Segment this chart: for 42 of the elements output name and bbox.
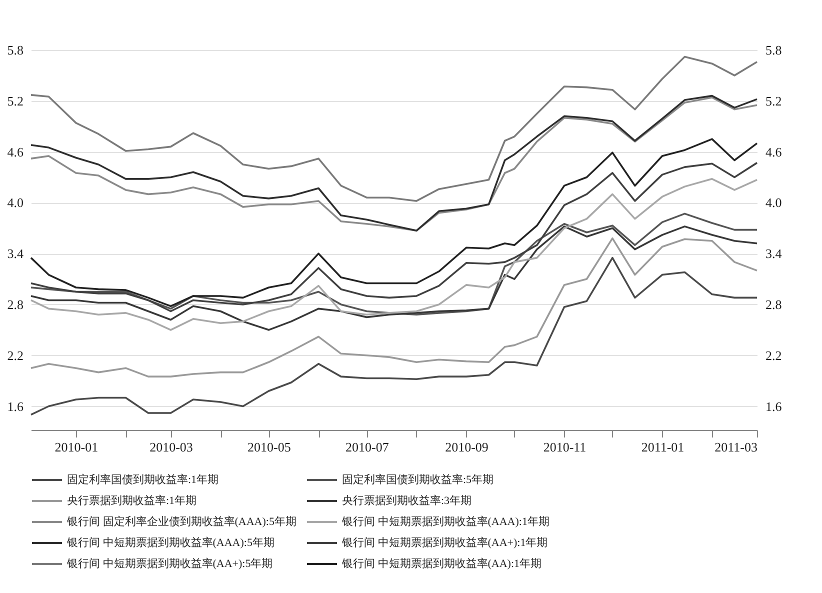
y-tick-label: 2.8 (7, 296, 24, 312)
legend-label: 银行间 中短期票据到期收益率(AAA):5年期 (66, 536, 274, 549)
legend-label: 固定利率国债到期收益率:5年期 (342, 473, 494, 486)
y-tick-label: 3.4 (7, 246, 24, 262)
line-series (30, 226, 758, 331)
y2-tick-label: 4.6 (766, 144, 782, 160)
y2-tick-label: 5.2 (766, 93, 782, 108)
legend-label: 央行票据到期收益率:3年期 (342, 494, 472, 507)
line-series (30, 162, 758, 312)
legend-label: 银行间 中短期票据到期收益率(AA):1年期 (341, 557, 542, 570)
legend-label: 银行间 固定利率企业债到期收益率(AAA):5年期 (66, 515, 296, 528)
legend-label: 银行间 中短期票据到期收益率(AA+):5年期 (66, 557, 273, 570)
legend-label: 银行间 中短期票据到期收益率(AA+):1年期 (341, 536, 548, 549)
y-tick-label: 2.2 (7, 348, 24, 363)
y-tick-label: 4.0 (7, 195, 24, 210)
y2-tick-label: 2.2 (766, 348, 782, 363)
legend-label: 银行间 中短期票据到期收益率(AAA):1年期 (341, 515, 550, 528)
x-tick-label: 2011-03 (714, 440, 758, 454)
line-series (30, 212, 758, 316)
x-tick-label: 2010-11 (543, 440, 586, 454)
line-series (30, 256, 758, 416)
y2-tick-label: 3.4 (766, 246, 782, 262)
y2-tick-label: 2.8 (766, 296, 782, 312)
x-tick-label: 2011-01 (641, 440, 684, 454)
y2-tick-label: 1.6 (766, 398, 782, 414)
legend-label: 固定利率国债到期收益率:1年期 (67, 473, 219, 486)
x-tick-label: 2010-07 (346, 440, 390, 454)
line-series (30, 56, 758, 202)
y2-tick-label: 5.8 (766, 42, 782, 58)
line-series (30, 237, 758, 378)
x-tick-label: 2010-09 (445, 440, 488, 454)
y2-tick-label: 4.0 (766, 195, 782, 210)
y-tick-label: 1.6 (7, 398, 24, 414)
y-tick-label: 4.6 (7, 144, 24, 160)
x-tick-label: 2010-03 (150, 440, 193, 454)
x-tick-label: 2010-01 (54, 440, 98, 454)
line-series (30, 138, 758, 308)
y-tick-label: 5.8 (7, 42, 24, 58)
y-tick-label: 5.2 (7, 93, 24, 108)
x-tick-label: 2010-05 (248, 440, 291, 454)
legend-label: 央行票据到期收益率:1年期 (67, 494, 197, 507)
line-series (30, 178, 758, 331)
